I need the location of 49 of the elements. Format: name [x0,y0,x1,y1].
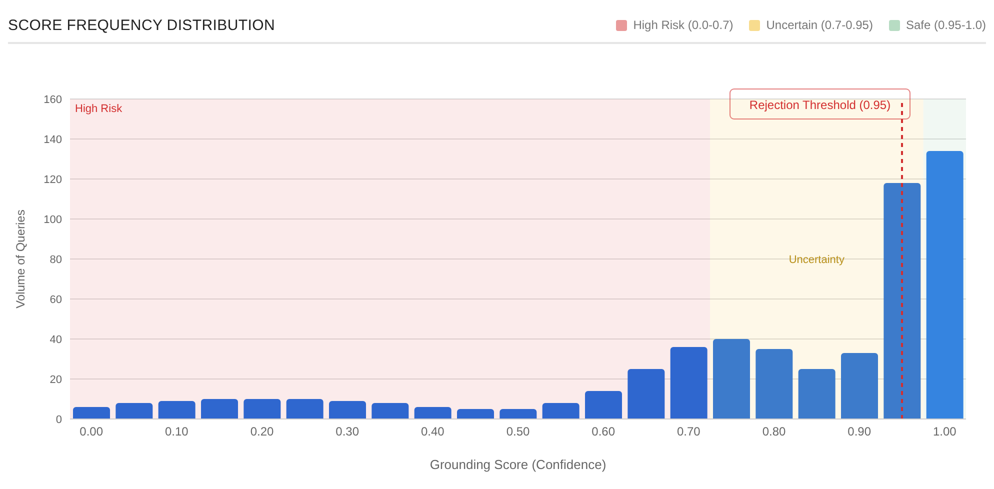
band-label: High Risk [75,102,123,115]
x-tick-label: 0.20 [250,424,274,439]
x-tick-label: 1.00 [932,424,957,439]
bar [73,407,110,419]
bar [670,347,708,419]
x-tick-label: 0.40 [420,424,445,439]
bar [414,407,452,419]
y-tick-label: 20 [50,374,62,386]
chart-title: SCORE FREQUENCY DISTRIBUTION [8,16,276,34]
y-tick-label: 0 [56,414,62,426]
x-tick-label: 0.90 [848,424,872,439]
ref-line-label: Rejection Threshold (0.95) [749,98,891,112]
bar [372,403,409,419]
bar [116,403,153,419]
band-label: Uncertainty [788,254,845,266]
x-tick-label: 0.50 [506,424,530,439]
y-tick-label: 140 [44,134,62,146]
x-tick-label: 0.60 [592,424,616,439]
x-tick-label: 0.10 [164,424,189,439]
bar [500,409,537,419]
y-tick-label: 100 [44,214,62,226]
text: Safe (0.95-1.0) [906,18,986,32]
text: High Risk (0.0-0.7) [633,18,734,32]
bar [798,369,836,419]
y-tick-label: 60 [50,294,62,306]
y-tick-label: 120 [44,174,62,186]
bar [756,349,793,419]
x-tick-label: 0.30 [336,424,360,439]
x-tick-label: 0.70 [676,424,701,439]
bar [628,369,665,419]
bar [329,401,366,419]
bar [201,399,238,419]
x-axis-title: Grounding Score (Confidence) [430,457,606,472]
bar [542,403,580,419]
x-tick-label: 0.00 [80,424,104,439]
text: Uncertain (0.7-0.95) [766,18,873,32]
y-tick-label: 160 [44,94,62,106]
x-tick-label: 0.80 [762,424,786,439]
y-axis-title: Volume of Queries [13,210,28,308]
y-tick-label: 40 [50,334,62,346]
y-tick-label: 80 [50,254,62,266]
bar [841,353,878,419]
bar [713,339,750,419]
bar [244,399,281,419]
bar [884,183,921,419]
bar [286,399,324,419]
bar [585,391,622,419]
bar [158,401,196,419]
bar [457,409,494,419]
